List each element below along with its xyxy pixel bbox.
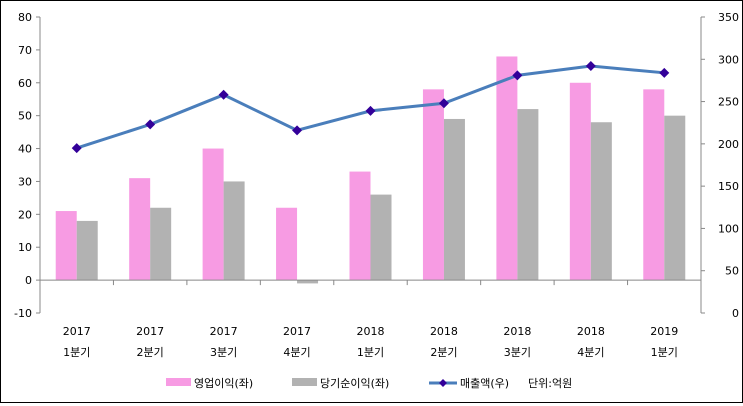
- category-year-label: 2017: [283, 325, 311, 338]
- bar-net-income: [76, 220, 98, 281]
- unit-note: 단위:억원: [528, 377, 572, 390]
- category-year-label: 2017: [210, 325, 238, 338]
- bar-operating-profit: [276, 207, 298, 281]
- marker-revenue: [585, 61, 596, 72]
- bar-operating-profit: [422, 89, 444, 281]
- bar-net-income: [443, 118, 465, 281]
- bar-net-income: [150, 207, 172, 281]
- left-axis-tick-label: 30: [18, 175, 32, 188]
- left-axis-tick-label: 80: [18, 11, 32, 24]
- legend-swatch-revenue-marker: [439, 379, 447, 387]
- right-axis-tick-label: 300: [718, 53, 739, 66]
- category-quarter-label: 1분기: [651, 346, 678, 359]
- category-quarter-label: 3분기: [210, 346, 237, 359]
- bar-operating-profit: [569, 82, 591, 281]
- marker-revenue: [292, 125, 303, 136]
- category-year-label: 2018: [430, 325, 458, 338]
- right-axis-tick-label: 250: [718, 96, 739, 109]
- bar-net-income: [370, 194, 392, 281]
- left-axis-tick-label: 50: [18, 110, 32, 123]
- legend-label-revenue: 매출액(우): [460, 377, 509, 390]
- left-axis-tick-label: 70: [18, 44, 32, 57]
- legend-swatch-operating-profit: [166, 378, 191, 386]
- legend-label-net-income: 당기순이익(좌): [320, 377, 389, 390]
- category-quarter-label: 1분기: [357, 346, 384, 359]
- marker-revenue: [145, 119, 156, 130]
- bar-net-income: [590, 122, 612, 281]
- left-axis-tick-label: -10: [14, 307, 32, 320]
- left-axis-tick-label: 0: [25, 274, 32, 287]
- legend-label-operating-profit: 영업이익(좌): [194, 377, 253, 390]
- left-axis-tick-label: 20: [18, 208, 32, 221]
- category-year-label: 2018: [357, 325, 385, 338]
- category-year-label: 2019: [650, 325, 678, 338]
- bar-operating-profit: [202, 148, 224, 281]
- category-year-label: 2017: [136, 325, 164, 338]
- left-axis-tick-label: 10: [18, 241, 32, 254]
- marker-revenue: [71, 143, 82, 154]
- bar-net-income: [517, 109, 539, 281]
- bar-operating-profit: [496, 56, 518, 281]
- marker-revenue: [438, 98, 449, 109]
- right-axis-tick-label: 350: [718, 11, 739, 24]
- category-year-label: 2018: [577, 325, 605, 338]
- right-axis-tick-label: 200: [718, 138, 739, 151]
- bar-operating-profit: [55, 211, 77, 281]
- right-axis-tick-label: 100: [718, 222, 739, 235]
- left-axis-tick-label: 40: [18, 143, 32, 156]
- bar-net-income: [223, 181, 245, 281]
- right-axis-tick-label: 0: [732, 307, 739, 320]
- marker-revenue: [512, 70, 523, 81]
- bar-net-income: [297, 280, 319, 284]
- bar-operating-profit: [643, 89, 665, 281]
- marker-revenue: [218, 89, 229, 100]
- legend-swatch-net-income: [292, 378, 317, 386]
- left-axis-tick-label: 60: [18, 77, 32, 90]
- category-quarter-label: 1분기: [63, 346, 90, 359]
- category-quarter-label: 2분기: [137, 346, 164, 359]
- right-axis-tick-label: 50: [725, 265, 739, 278]
- marker-revenue: [659, 67, 670, 78]
- category-quarter-label: 3분기: [504, 346, 531, 359]
- category-quarter-label: 2분기: [430, 346, 457, 359]
- category-year-label: 2017: [63, 325, 91, 338]
- right-axis-tick-label: 150: [718, 180, 739, 193]
- marker-revenue: [365, 105, 376, 116]
- bar-net-income: [664, 115, 686, 281]
- bar-operating-profit: [129, 178, 151, 281]
- category-quarter-label: 4분기: [283, 346, 310, 359]
- bar-operating-profit: [349, 171, 371, 281]
- category-year-label: 2018: [503, 325, 531, 338]
- category-quarter-label: 4분기: [577, 346, 604, 359]
